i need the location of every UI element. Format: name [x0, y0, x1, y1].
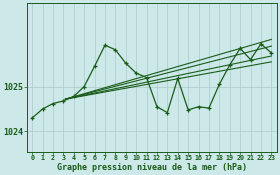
- X-axis label: Graphe pression niveau de la mer (hPa): Graphe pression niveau de la mer (hPa): [57, 163, 247, 172]
